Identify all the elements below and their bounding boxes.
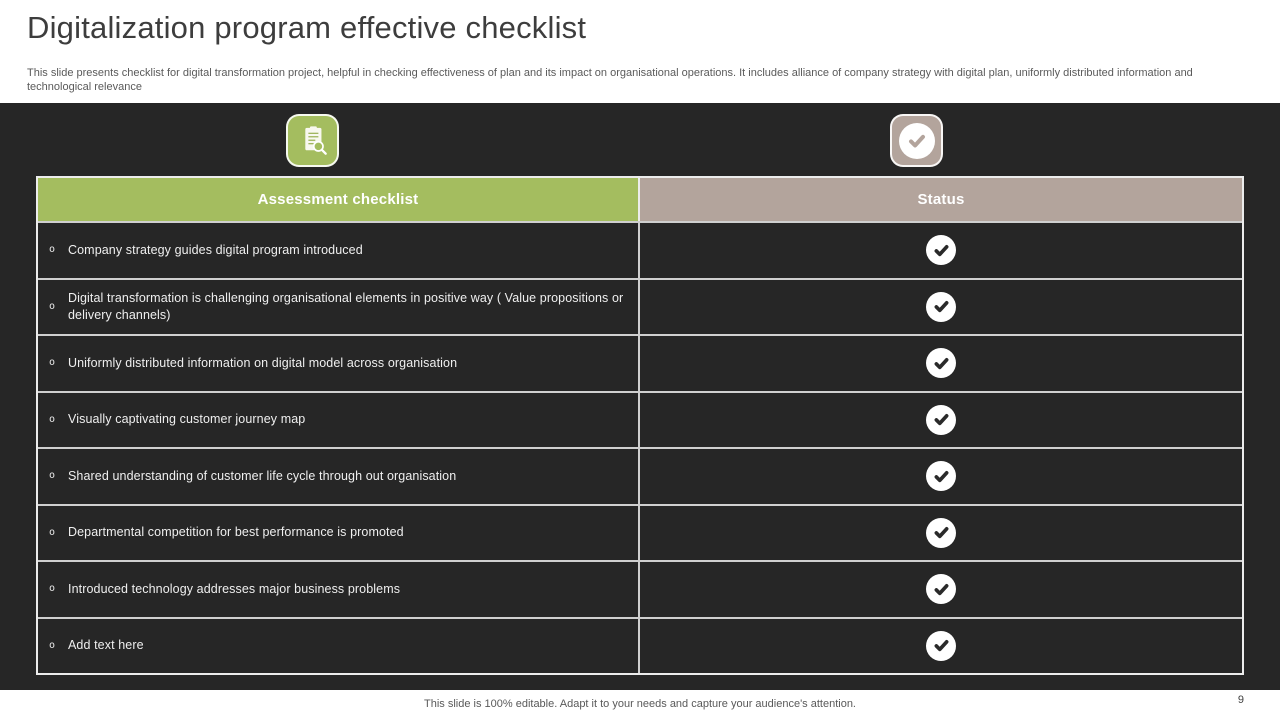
- checklist-cell: o Visually captivating customer journey m…: [38, 392, 640, 447]
- slide-body: Assessment checklist Status o Company str…: [0, 103, 1280, 690]
- bullet-marker: o: [49, 526, 56, 538]
- status-cell: [640, 449, 1242, 504]
- checklist-item-text: Departmental competition for best perfor…: [68, 525, 404, 540]
- bullet-marker: o: [49, 413, 56, 425]
- checklist-cell: o Digital transformation is challenging o…: [38, 279, 640, 334]
- table-row: o Shared understanding of customer life c…: [38, 447, 1242, 504]
- bullet-marker: o: [49, 357, 56, 369]
- footer-band: This slide is 100% editable. Adapt it to…: [0, 690, 1280, 720]
- header-assessment-label: Assessment checklist: [257, 191, 419, 208]
- checklist-item-text: Company strategy guides digital program …: [68, 242, 363, 257]
- checklist-cell: o Departmental competition for best perfo…: [38, 505, 640, 560]
- checkmark-circle-icon: [890, 114, 943, 167]
- bullet-marker: o: [49, 300, 56, 312]
- status-check-icon: [926, 235, 956, 266]
- checklist-cell: o Add text here: [38, 618, 640, 673]
- status-check-icon: [926, 291, 956, 322]
- bullet-marker: o: [49, 470, 56, 482]
- table-row: o Uniformly distributed information on di…: [38, 334, 1242, 391]
- table-row: o Departmental competition for best perfo…: [38, 503, 1242, 561]
- document-magnifier-icon: [286, 114, 339, 167]
- status-check-icon: [926, 461, 956, 492]
- checklist-item-text: Shared understanding of customer life cy…: [68, 468, 457, 483]
- bullet-marker: o: [49, 639, 56, 651]
- checklist-item-text: Uniformly distributed information on dig…: [68, 355, 458, 370]
- header-status: Status: [640, 178, 1242, 221]
- checklist-item-text: Add text here: [68, 638, 144, 653]
- status-check-icon: [926, 574, 956, 605]
- page-title: Digitalization program effective checkli…: [27, 10, 587, 45]
- checklist-cell: o Introduced technology addresses major b…: [38, 562, 640, 617]
- status-cell: [640, 280, 1242, 335]
- page-subtitle: This slide presents checklist for digita…: [27, 67, 1193, 93]
- status-check-icon: [926, 348, 956, 379]
- checklist-table: Assessment checklist Status o Company str…: [36, 176, 1244, 675]
- status-cell: [640, 223, 1242, 278]
- status-check-icon: [926, 404, 956, 435]
- status-cell: [640, 336, 1242, 391]
- status-cell: [640, 562, 1242, 617]
- checklist-cell: o Company strategy guides digital program…: [38, 223, 640, 278]
- checklist-item-text: Digital transformation is challenging or…: [68, 290, 624, 322]
- checklist-cell: o Uniformly distributed information on di…: [38, 336, 640, 391]
- status-check-icon: [926, 630, 956, 661]
- checklist-item-text: Introduced technology addresses major bu…: [68, 581, 401, 596]
- table-row: o Add text here: [38, 616, 1242, 674]
- table-body: o Company strategy guides digital program…: [38, 221, 1242, 673]
- check-bubble: [898, 122, 935, 159]
- checklist-item-text: Visually captivating customer journey ma…: [68, 412, 306, 427]
- status-cell: [640, 506, 1242, 561]
- checklist-cell: o Shared understanding of customer life c…: [38, 449, 640, 504]
- table-row: o Company strategy guides digital program…: [38, 221, 1242, 278]
- status-check-icon: [926, 517, 956, 548]
- table-row: o Introduced technology addresses major b…: [38, 560, 1242, 617]
- header-status-label: Status: [917, 191, 965, 208]
- table-header-row: Assessment checklist Status: [38, 178, 1242, 221]
- table-row: o Digital transformation is challenging o…: [38, 277, 1242, 335]
- bullet-marker: o: [49, 583, 56, 595]
- header-assessment-checklist: Assessment checklist: [38, 178, 640, 221]
- header-band: Digitalization program effective checkli…: [0, 0, 1280, 103]
- page-number: 9: [1237, 694, 1244, 706]
- footer-note: This slide is 100% editable. Adapt it to…: [424, 698, 856, 710]
- bullet-marker: o: [49, 244, 56, 256]
- table-row: o Visually captivating customer journey m…: [38, 390, 1242, 448]
- status-cell: [640, 619, 1242, 674]
- status-cell: [640, 393, 1242, 448]
